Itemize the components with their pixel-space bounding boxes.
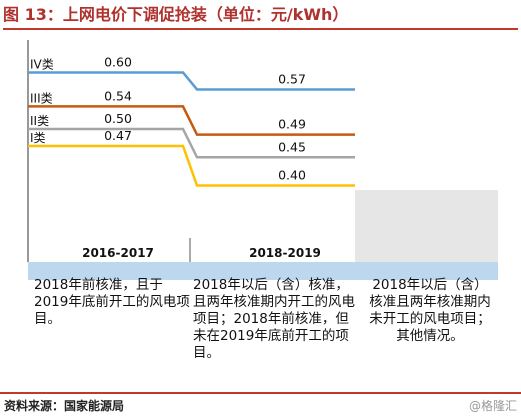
value-label: 0.57 xyxy=(278,71,306,86)
series-line-1 xyxy=(28,71,355,91)
series-name-label: IV类 xyxy=(30,58,54,72)
condition-text-period-2: 2018年以后（含）核准，且两年核准期内开工的风电项目；2018年前核准，但未在… xyxy=(193,277,355,361)
series-line-2 xyxy=(28,105,355,136)
category-label-2016-2017: 2016-2017 xyxy=(82,246,154,260)
source-note: 资料来源：国家能源局 xyxy=(4,399,125,413)
value-label: 0.60 xyxy=(104,55,132,70)
series-name-label: III类 xyxy=(30,91,53,105)
value-label: 0.45 xyxy=(278,139,306,154)
series-line-3 xyxy=(28,127,355,159)
value-label: 0.54 xyxy=(104,88,132,103)
axis-band xyxy=(28,262,498,280)
watermark: @格隆汇 xyxy=(468,399,517,413)
future-period-zone xyxy=(355,190,498,262)
series-name-label: II类 xyxy=(30,114,49,128)
value-label: 0.50 xyxy=(104,111,132,126)
chart-title: 图 13：上网电价下调促抢装（单位：元/kWh） xyxy=(3,2,518,30)
series-line-4 xyxy=(28,144,355,187)
condition-text-period-3: 2018年以后（含）核准且两年核准期内未开工的风电项目；其他情况。 xyxy=(369,277,491,344)
value-label: 0.40 xyxy=(278,168,306,183)
value-label: 0.47 xyxy=(104,128,132,143)
condition-text-period-1: 2018年前核准，且于2019年底前开工的风电项目。 xyxy=(34,277,190,327)
series-name-label: I类 xyxy=(30,131,46,145)
footer: 资料来源：国家能源局 @格隆汇 xyxy=(0,392,521,420)
category-label-2018-2019: 2018-2019 xyxy=(249,246,321,260)
value-label: 0.49 xyxy=(278,117,306,132)
chart-plot: 2016-2017 2018-2019 IV类 III类 II类 I类 0.60 0.57… xyxy=(27,40,498,280)
